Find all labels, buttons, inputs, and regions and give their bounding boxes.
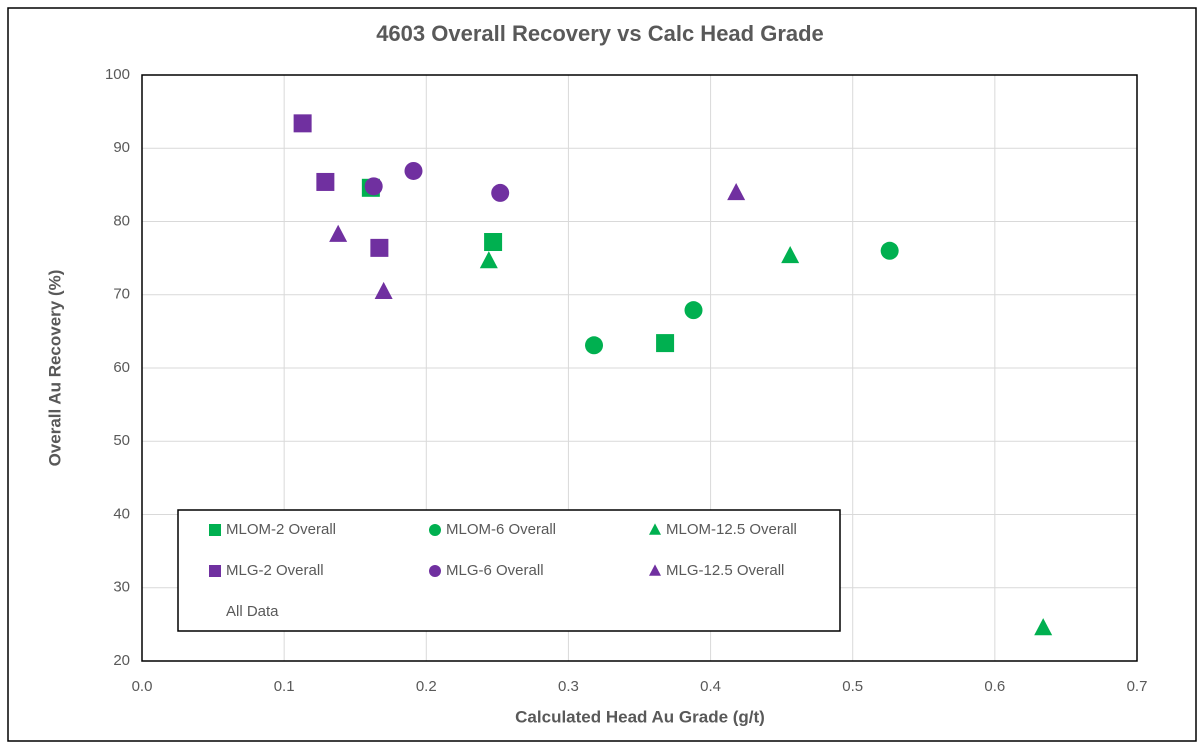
legend: MLOM-2 Overall MLOM-6 Overall MLOM-12.5 Ov… — [209, 521, 797, 620]
marker-triangle — [374, 281, 393, 300]
x-tick-label: 0.3 — [558, 678, 579, 695]
marker-square — [316, 172, 335, 191]
legend-box — [177, 509, 841, 632]
marker-triangle — [649, 523, 661, 535]
legend-label: MLG-2 Overall — [226, 562, 324, 579]
y-tick-label: 80 — [113, 212, 130, 229]
marker-circle — [429, 565, 441, 577]
legend-label: All Data — [226, 603, 279, 620]
marker-triangle — [781, 246, 800, 264]
y-tick-label: 100 — [105, 66, 130, 83]
y-tick-label: 60 — [113, 359, 130, 376]
marker-circle — [585, 336, 604, 355]
marker-triangle — [1034, 618, 1053, 636]
x-tick-label: 0.5 — [842, 678, 863, 695]
marker-triangle — [727, 183, 746, 201]
marker-circle — [684, 301, 703, 320]
marker-circle — [404, 161, 423, 180]
x-tick-label: 0.6 — [984, 678, 1005, 695]
marker-triangle — [329, 224, 348, 242]
y-tick-label: 40 — [113, 505, 130, 522]
marker-square — [484, 233, 503, 252]
legend-label: MLOM-6 Overall — [446, 521, 556, 538]
legend-label: MLOM-12.5 Overall — [666, 521, 797, 538]
marker-square — [293, 114, 312, 133]
marker-circle — [880, 241, 899, 260]
marker-square — [370, 238, 389, 257]
marker-circle — [364, 177, 383, 196]
x-tick-label: 0.7 — [1127, 678, 1148, 695]
marker-square — [209, 565, 221, 577]
x-axis-label: Calculated Head Au Grade (g/t) — [515, 707, 765, 726]
marker-square — [656, 334, 675, 353]
x-tick-label: 0.1 — [274, 678, 295, 695]
marker-square — [209, 524, 221, 536]
x-tick-label: 0.0 — [132, 678, 153, 695]
y-tick-label: 90 — [113, 139, 130, 156]
marks — [293, 114, 1053, 636]
marker-triangle — [479, 251, 498, 269]
y-tick-label: 30 — [113, 579, 130, 596]
x-tick-label: 0.2 — [416, 678, 437, 695]
marker-triangle — [649, 564, 661, 576]
chart-title: 4603 Overall Recovery vs Calc Head Grade — [376, 21, 824, 46]
y-tick-label: 20 — [113, 652, 130, 669]
plot-border — [141, 74, 1138, 662]
marker-circle — [429, 524, 441, 536]
x-tick-label: 0.4 — [700, 678, 721, 695]
legend-label: MLG-12.5 Overall — [666, 562, 784, 579]
legend-label: MLOM-2 Overall — [226, 521, 336, 538]
y-axis-label: Overall Au Recovery (%) — [45, 270, 64, 467]
y-tick-label: 50 — [113, 432, 130, 449]
legend-label: MLG-6 Overall — [446, 562, 544, 579]
marker-circle — [491, 183, 510, 202]
y-tick-label: 70 — [113, 286, 130, 303]
